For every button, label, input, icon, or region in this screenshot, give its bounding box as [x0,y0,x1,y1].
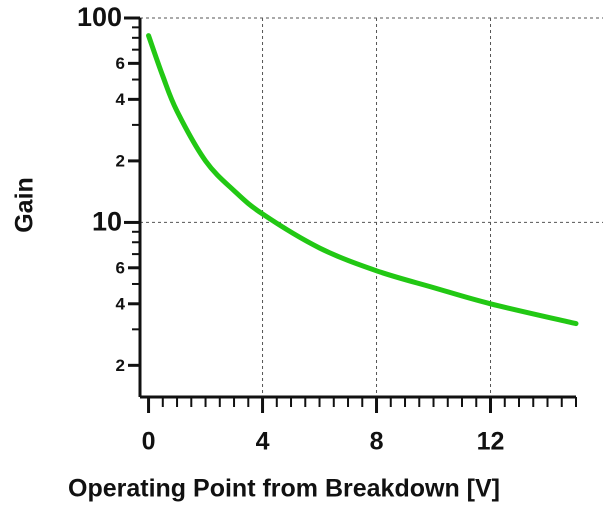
y-axis-label: Gain [11,177,39,233]
y-tick-label: 100 [77,2,122,32]
y-tick-label: 2 [116,356,125,375]
y-tick-label: 10 [92,207,122,237]
x-tick-label: 12 [477,428,505,456]
y-tick-label: 6 [116,54,125,73]
y-tick-label: 6 [116,258,125,277]
x-tick-label: 4 [256,428,270,456]
y-tick-label: 4 [116,294,126,313]
x-axis-label: Operating Point from Breakdown [V] [68,475,500,503]
y-tick-label: 2 [116,151,125,170]
data-line [146,33,579,327]
x-tick-label: 0 [142,428,156,456]
y-tick-label: 4 [116,90,126,109]
x-tick-label: 8 [370,428,384,456]
